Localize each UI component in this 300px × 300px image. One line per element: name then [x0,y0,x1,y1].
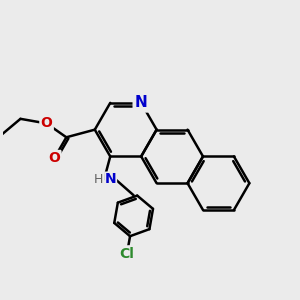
Text: O: O [48,151,60,165]
Text: Cl: Cl [119,247,134,261]
Text: N: N [105,172,116,186]
Text: N: N [135,95,148,110]
Text: H: H [94,173,104,186]
Text: O: O [40,116,52,130]
